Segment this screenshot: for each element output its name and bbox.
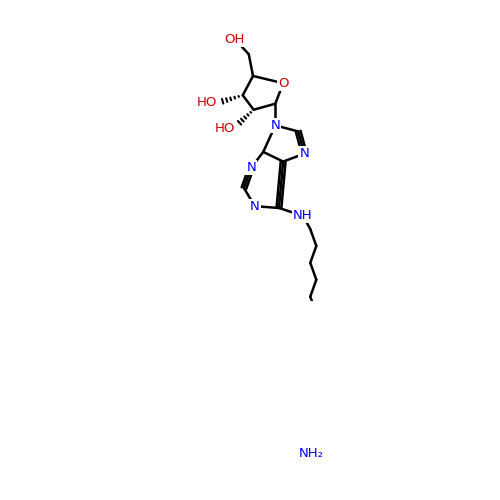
- Text: HO: HO: [214, 122, 235, 135]
- Text: NH₂: NH₂: [299, 446, 324, 460]
- Text: N: N: [300, 147, 309, 160]
- Text: NH: NH: [293, 210, 313, 222]
- Text: O: O: [278, 76, 288, 90]
- Text: N: N: [270, 119, 280, 132]
- Text: N: N: [250, 200, 260, 212]
- Text: OH: OH: [224, 32, 245, 46]
- Text: HO: HO: [196, 96, 217, 109]
- Text: N: N: [246, 161, 256, 174]
